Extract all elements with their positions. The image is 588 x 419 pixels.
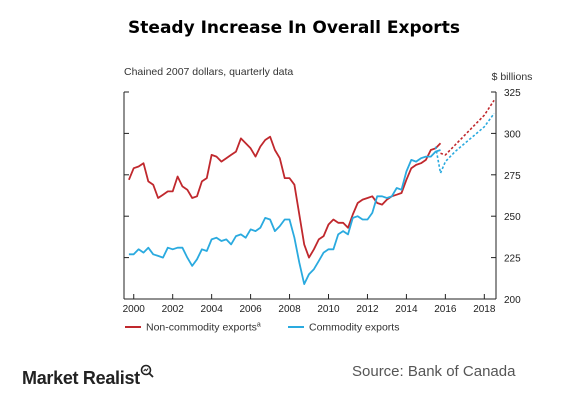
x-tick-label: 2002: [162, 304, 185, 315]
source-note: Source: Bank of Canada: [352, 363, 516, 380]
y-axis-unit-label: $ billions: [492, 71, 533, 83]
x-tick-label: 2000: [123, 304, 146, 315]
x-tick-label: 2008: [278, 304, 301, 315]
x-tick-label: 2014: [395, 304, 418, 315]
series-line-non-commodity: [128, 135, 442, 259]
series-line-commodity: [128, 149, 441, 286]
projection-line-non-commodity: [440, 99, 495, 156]
legend-footnote-marker: a: [257, 322, 261, 329]
brand-magnifier-icon: [140, 364, 154, 378]
y-tick-label: 325: [504, 88, 521, 99]
legend: Non-commodity exportsa Commodity exports: [125, 322, 399, 334]
y-tick-label: 200: [504, 295, 521, 306]
x-tick-label: 2018: [473, 304, 496, 315]
y-tick-label: 225: [504, 254, 521, 265]
brand-logo: Market Realist: [22, 368, 140, 388]
axes: [123, 92, 497, 300]
projection-line-commodity: [434, 113, 495, 174]
x-tick-label: 2012: [356, 304, 379, 315]
y-tick-label: 275: [504, 171, 521, 182]
y-tick-label: 250: [504, 212, 521, 223]
x-tick-label: 2004: [201, 304, 224, 315]
chart-subtitle: Chained 2007 dollars, quarterly data: [124, 66, 293, 78]
x-tick-label: 2016: [434, 304, 457, 315]
legend-label-non-commodity: Non-commodity exportsa: [146, 322, 261, 334]
series-lines: [128, 99, 495, 286]
axis-ticks: 2000 2002 2004 2006 2008 2010 2012 2014 2016 2018…: [123, 88, 522, 315]
legend-label-commodity: Commodity exports: [309, 322, 399, 334]
y-tick-label: 300: [504, 129, 521, 140]
chart-title: Steady Increase In Overall Exports: [128, 18, 460, 38]
x-tick-label: 2010: [317, 304, 340, 315]
x-tick-label: 2006: [239, 304, 262, 315]
